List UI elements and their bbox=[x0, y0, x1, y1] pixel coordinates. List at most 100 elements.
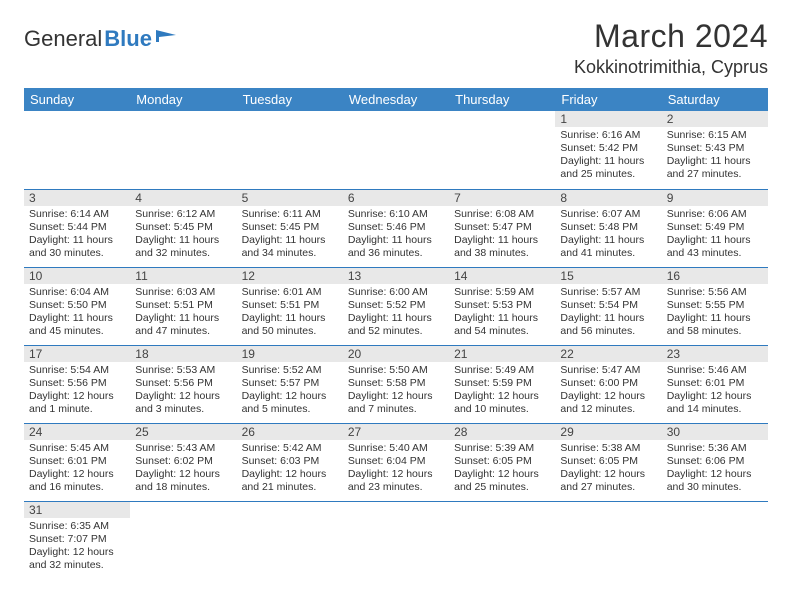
brand-part1: General bbox=[24, 26, 102, 52]
day-number: 3 bbox=[24, 190, 130, 206]
day-details: Sunrise: 5:47 AMSunset: 6:00 PMDaylight:… bbox=[555, 362, 661, 420]
day-details: Sunrise: 5:45 AMSunset: 6:01 PMDaylight:… bbox=[24, 440, 130, 498]
day-number: 4 bbox=[130, 190, 236, 206]
day-number: 26 bbox=[237, 424, 343, 440]
day-details: Sunrise: 6:06 AMSunset: 5:49 PMDaylight:… bbox=[662, 206, 768, 264]
calendar-cell: 1Sunrise: 6:16 AMSunset: 5:42 PMDaylight… bbox=[555, 111, 661, 189]
calendar-cell: 15Sunrise: 5:57 AMSunset: 5:54 PMDayligh… bbox=[555, 267, 661, 345]
day-details: Sunrise: 5:42 AMSunset: 6:03 PMDaylight:… bbox=[237, 440, 343, 498]
day-details: Sunrise: 5:39 AMSunset: 6:05 PMDaylight:… bbox=[449, 440, 555, 498]
calendar-cell: 5Sunrise: 6:11 AMSunset: 5:45 PMDaylight… bbox=[237, 189, 343, 267]
flag-icon bbox=[156, 28, 178, 44]
calendar-cell: 18Sunrise: 5:53 AMSunset: 5:56 PMDayligh… bbox=[130, 345, 236, 423]
calendar-head: SundayMondayTuesdayWednesdayThursdayFrid… bbox=[24, 88, 768, 111]
day-details: Sunrise: 6:00 AMSunset: 5:52 PMDaylight:… bbox=[343, 284, 449, 342]
day-details: Sunrise: 6:11 AMSunset: 5:45 PMDaylight:… bbox=[237, 206, 343, 264]
calendar-cell: 20Sunrise: 5:50 AMSunset: 5:58 PMDayligh… bbox=[343, 345, 449, 423]
calendar-cell: 17Sunrise: 5:54 AMSunset: 5:56 PMDayligh… bbox=[24, 345, 130, 423]
day-details: Sunrise: 6:12 AMSunset: 5:45 PMDaylight:… bbox=[130, 206, 236, 264]
calendar-cell: 3Sunrise: 6:14 AMSunset: 5:44 PMDaylight… bbox=[24, 189, 130, 267]
day-number: 18 bbox=[130, 346, 236, 362]
weekday-header: Thursday bbox=[449, 88, 555, 111]
calendar-cell: 24Sunrise: 5:45 AMSunset: 6:01 PMDayligh… bbox=[24, 423, 130, 501]
day-details: Sunrise: 6:35 AMSunset: 7:07 PMDaylight:… bbox=[24, 518, 130, 576]
calendar-cell: 6Sunrise: 6:10 AMSunset: 5:46 PMDaylight… bbox=[343, 189, 449, 267]
calendar-cell bbox=[449, 111, 555, 189]
day-details: Sunrise: 5:53 AMSunset: 5:56 PMDaylight:… bbox=[130, 362, 236, 420]
calendar-cell: 30Sunrise: 5:36 AMSunset: 6:06 PMDayligh… bbox=[662, 423, 768, 501]
calendar-cell: 21Sunrise: 5:49 AMSunset: 5:59 PMDayligh… bbox=[449, 345, 555, 423]
day-details: Sunrise: 6:10 AMSunset: 5:46 PMDaylight:… bbox=[343, 206, 449, 264]
day-number: 22 bbox=[555, 346, 661, 362]
day-number: 19 bbox=[237, 346, 343, 362]
day-number: 1 bbox=[555, 111, 661, 127]
calendar-cell: 28Sunrise: 5:39 AMSunset: 6:05 PMDayligh… bbox=[449, 423, 555, 501]
day-details: Sunrise: 5:49 AMSunset: 5:59 PMDaylight:… bbox=[449, 362, 555, 420]
calendar-cell: 19Sunrise: 5:52 AMSunset: 5:57 PMDayligh… bbox=[237, 345, 343, 423]
calendar-cell: 13Sunrise: 6:00 AMSunset: 5:52 PMDayligh… bbox=[343, 267, 449, 345]
calendar-table: SundayMondayTuesdayWednesdayThursdayFrid… bbox=[24, 88, 768, 579]
calendar-cell bbox=[662, 501, 768, 579]
calendar-cell: 16Sunrise: 5:56 AMSunset: 5:55 PMDayligh… bbox=[662, 267, 768, 345]
weekday-header: Wednesday bbox=[343, 88, 449, 111]
calendar-cell bbox=[130, 111, 236, 189]
day-details: Sunrise: 5:52 AMSunset: 5:57 PMDaylight:… bbox=[237, 362, 343, 420]
day-details: Sunrise: 5:46 AMSunset: 6:01 PMDaylight:… bbox=[662, 362, 768, 420]
day-number: 20 bbox=[343, 346, 449, 362]
day-number: 24 bbox=[24, 424, 130, 440]
day-number: 17 bbox=[24, 346, 130, 362]
day-details: Sunrise: 5:56 AMSunset: 5:55 PMDaylight:… bbox=[662, 284, 768, 342]
calendar-cell bbox=[130, 501, 236, 579]
calendar-cell: 22Sunrise: 5:47 AMSunset: 6:00 PMDayligh… bbox=[555, 345, 661, 423]
calendar-cell: 4Sunrise: 6:12 AMSunset: 5:45 PMDaylight… bbox=[130, 189, 236, 267]
calendar-cell bbox=[449, 501, 555, 579]
brand-logo: GeneralBlue bbox=[24, 18, 178, 52]
calendar-cell: 10Sunrise: 6:04 AMSunset: 5:50 PMDayligh… bbox=[24, 267, 130, 345]
day-details: Sunrise: 5:50 AMSunset: 5:58 PMDaylight:… bbox=[343, 362, 449, 420]
day-number: 21 bbox=[449, 346, 555, 362]
weekday-header: Tuesday bbox=[237, 88, 343, 111]
header: GeneralBlue March 2024 Kokkinotrimithia,… bbox=[24, 18, 768, 78]
weekday-header: Sunday bbox=[24, 88, 130, 111]
day-number: 27 bbox=[343, 424, 449, 440]
day-number: 5 bbox=[237, 190, 343, 206]
day-details: Sunrise: 5:54 AMSunset: 5:56 PMDaylight:… bbox=[24, 362, 130, 420]
calendar-cell: 29Sunrise: 5:38 AMSunset: 6:05 PMDayligh… bbox=[555, 423, 661, 501]
day-number: 15 bbox=[555, 268, 661, 284]
calendar-cell: 27Sunrise: 5:40 AMSunset: 6:04 PMDayligh… bbox=[343, 423, 449, 501]
weekday-header: Friday bbox=[555, 88, 661, 111]
calendar-cell: 11Sunrise: 6:03 AMSunset: 5:51 PMDayligh… bbox=[130, 267, 236, 345]
day-number: 31 bbox=[24, 502, 130, 518]
calendar-cell: 25Sunrise: 5:43 AMSunset: 6:02 PMDayligh… bbox=[130, 423, 236, 501]
day-details: Sunrise: 6:07 AMSunset: 5:48 PMDaylight:… bbox=[555, 206, 661, 264]
day-number: 16 bbox=[662, 268, 768, 284]
day-number: 11 bbox=[130, 268, 236, 284]
day-number: 7 bbox=[449, 190, 555, 206]
calendar-cell bbox=[237, 111, 343, 189]
calendar-cell: 31Sunrise: 6:35 AMSunset: 7:07 PMDayligh… bbox=[24, 501, 130, 579]
day-details: Sunrise: 5:36 AMSunset: 6:06 PMDaylight:… bbox=[662, 440, 768, 498]
day-number: 8 bbox=[555, 190, 661, 206]
calendar-cell: 23Sunrise: 5:46 AMSunset: 6:01 PMDayligh… bbox=[662, 345, 768, 423]
day-number: 28 bbox=[449, 424, 555, 440]
day-number: 23 bbox=[662, 346, 768, 362]
calendar-cell bbox=[24, 111, 130, 189]
location: Kokkinotrimithia, Cyprus bbox=[574, 57, 768, 78]
weekday-header: Monday bbox=[130, 88, 236, 111]
calendar-cell bbox=[555, 501, 661, 579]
day-details: Sunrise: 5:59 AMSunset: 5:53 PMDaylight:… bbox=[449, 284, 555, 342]
day-details: Sunrise: 6:03 AMSunset: 5:51 PMDaylight:… bbox=[130, 284, 236, 342]
day-details: Sunrise: 5:38 AMSunset: 6:05 PMDaylight:… bbox=[555, 440, 661, 498]
title-block: March 2024 Kokkinotrimithia, Cyprus bbox=[574, 18, 768, 78]
calendar-cell: 14Sunrise: 5:59 AMSunset: 5:53 PMDayligh… bbox=[449, 267, 555, 345]
calendar-cell bbox=[237, 501, 343, 579]
day-number: 30 bbox=[662, 424, 768, 440]
day-details: Sunrise: 6:15 AMSunset: 5:43 PMDaylight:… bbox=[662, 127, 768, 185]
calendar-cell: 7Sunrise: 6:08 AMSunset: 5:47 PMDaylight… bbox=[449, 189, 555, 267]
day-number: 9 bbox=[662, 190, 768, 206]
day-number: 13 bbox=[343, 268, 449, 284]
calendar-cell: 26Sunrise: 5:42 AMSunset: 6:03 PMDayligh… bbox=[237, 423, 343, 501]
day-number: 2 bbox=[662, 111, 768, 127]
calendar-cell bbox=[343, 501, 449, 579]
day-details: Sunrise: 6:01 AMSunset: 5:51 PMDaylight:… bbox=[237, 284, 343, 342]
